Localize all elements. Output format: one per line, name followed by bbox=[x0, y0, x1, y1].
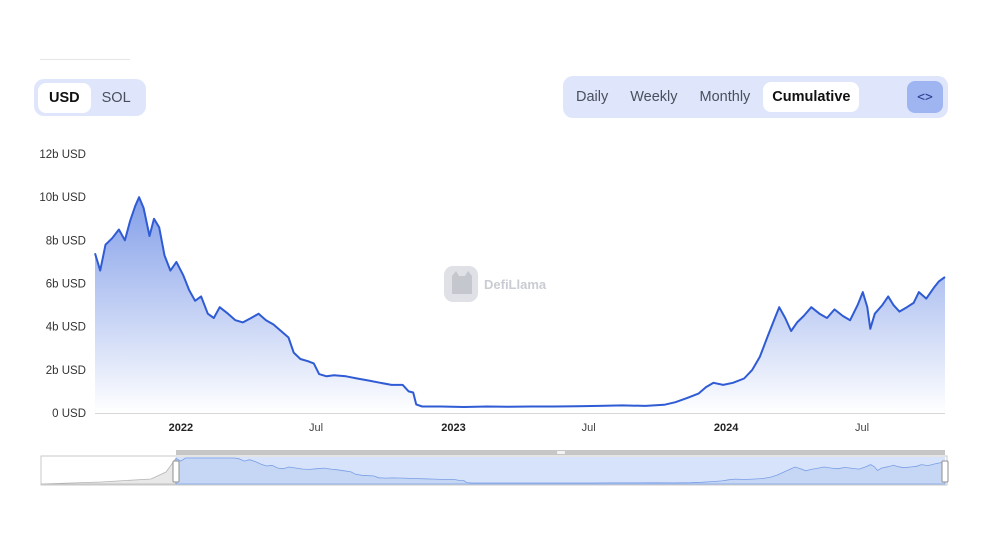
period-option-cumulative[interactable]: Cumulative bbox=[763, 82, 860, 112]
y-tick-label: 10b USD bbox=[39, 192, 86, 204]
period-option-daily[interactable]: Daily bbox=[576, 89, 609, 105]
x-tick-label: Jul bbox=[309, 422, 323, 434]
y-tick-label: 8b USD bbox=[46, 235, 86, 247]
code-brackets-icon[interactable]: <> bbox=[907, 81, 943, 113]
y-axis: 0 USD 2b USD 4b USD 6b USD 8b USD 10b USD 12b … bbox=[39, 149, 86, 420]
series-area bbox=[95, 197, 945, 413]
currency-option-usd[interactable]: USD bbox=[38, 82, 91, 113]
currency-toggle: USD SOL bbox=[34, 79, 146, 116]
y-tick-label: 6b USD bbox=[46, 279, 86, 291]
y-tick-label: 4b USD bbox=[46, 322, 86, 334]
range-brush[interactable] bbox=[40, 450, 949, 486]
y-tick-label: 2b USD bbox=[46, 365, 86, 377]
x-tick-label: 2022 bbox=[169, 422, 193, 434]
period-option-weekly[interactable]: Weekly bbox=[630, 89, 678, 105]
x-axis: 2022 Jul 2023 Jul 2024 Jul bbox=[95, 413, 945, 434]
llama-logo-mark bbox=[452, 271, 472, 294]
period-option-monthly[interactable]: Monthly bbox=[699, 89, 751, 105]
period-toggle: Daily Weekly Monthly Cumulative <> bbox=[563, 76, 948, 118]
x-tick-label: 2023 bbox=[441, 422, 465, 434]
defillama-watermark: DefiLlama bbox=[444, 266, 547, 302]
series-line bbox=[94, 196, 946, 408]
watermark-text: DefiLlama bbox=[484, 277, 547, 292]
currency-option-sol[interactable]: SOL bbox=[101, 89, 131, 106]
y-tick-label: 0 USD bbox=[52, 408, 86, 420]
brush-preview-selected bbox=[175, 457, 946, 485]
x-tick-label: Jul bbox=[855, 422, 869, 434]
top-divider bbox=[40, 59, 130, 60]
brush-left-handle[interactable] bbox=[172, 460, 180, 483]
x-tick-label: 2024 bbox=[714, 422, 739, 434]
y-tick-label: 12b USD bbox=[39, 149, 86, 161]
brush-right-handle[interactable] bbox=[941, 460, 949, 483]
brush-grip-icon bbox=[557, 451, 565, 454]
x-tick-label: Jul bbox=[582, 422, 596, 434]
